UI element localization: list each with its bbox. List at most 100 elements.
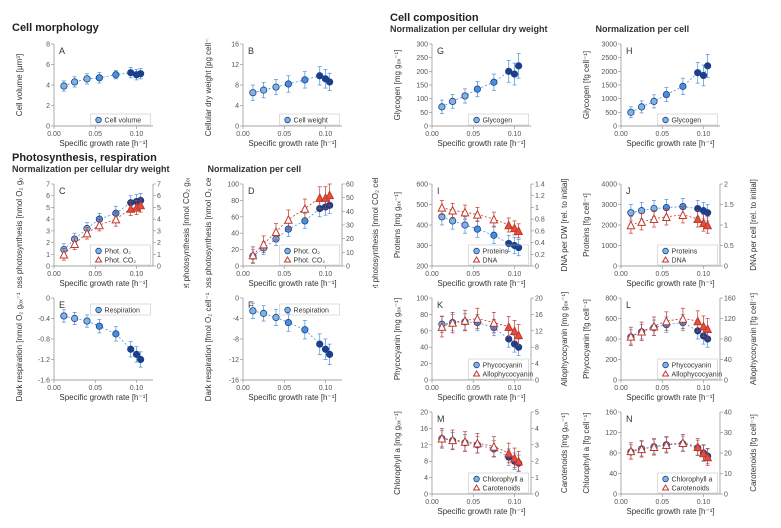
svg-text:0.6: 0.6	[535, 228, 545, 235]
svg-text:60: 60	[231, 214, 239, 221]
svg-text:Specific growth rate [h⁻¹]: Specific growth rate [h⁻¹]	[626, 507, 714, 516]
svg-text:0.00: 0.00	[236, 131, 250, 138]
svg-text:80: 80	[231, 198, 239, 205]
svg-text:Proteins [mg gₒₓ⁻¹]: Proteins [mg gₒₓ⁻¹]	[393, 192, 402, 258]
svg-text:7: 7	[157, 182, 161, 189]
svg-text:3: 3	[46, 228, 50, 235]
svg-text:0.00: 0.00	[47, 385, 61, 392]
svg-text:2: 2	[724, 182, 728, 189]
svg-text:0.4: 0.4	[535, 240, 545, 247]
svg-text:A: A	[59, 46, 65, 56]
subhead-photo-dw: Normalization per cellular dry weight	[12, 164, 170, 174]
svg-text:40: 40	[420, 345, 428, 352]
svg-text:4: 4	[535, 361, 539, 368]
svg-text:2: 2	[46, 240, 50, 247]
svg-text:0: 0	[535, 378, 539, 385]
svg-text:0: 0	[613, 492, 617, 499]
panel-I: 0.000.050.10Specific growth rate [h⁻¹]20…	[390, 178, 573, 288]
svg-text:20: 20	[724, 451, 732, 458]
svg-text:0.05: 0.05	[655, 499, 669, 506]
svg-text:0.10: 0.10	[697, 499, 711, 506]
svg-text:4: 4	[235, 103, 239, 110]
svg-text:0.00: 0.00	[425, 385, 439, 392]
svg-text:5: 5	[46, 205, 50, 212]
svg-text:1: 1	[157, 252, 161, 259]
svg-text:0.00: 0.00	[614, 131, 628, 138]
svg-text:Cell volume [μm³]: Cell volume [μm³]	[15, 54, 24, 116]
svg-text:Phot. CO₂: Phot. CO₂	[105, 258, 137, 265]
svg-text:1: 1	[535, 205, 539, 212]
svg-text:0.10: 0.10	[130, 385, 144, 392]
svg-text:12: 12	[420, 442, 428, 449]
svg-text:120: 120	[724, 316, 736, 323]
svg-text:200: 200	[605, 357, 617, 364]
svg-text:0.05: 0.05	[277, 131, 291, 138]
svg-text:40: 40	[346, 209, 354, 216]
svg-text:20: 20	[535, 296, 543, 303]
svg-text:0: 0	[424, 378, 428, 385]
svg-text:Phot. CO₂: Phot. CO₂	[294, 258, 326, 265]
svg-text:Specific growth rate [h⁻¹]: Specific growth rate [h⁻¹]	[626, 139, 714, 148]
svg-text:0: 0	[46, 296, 50, 303]
svg-text:2500: 2500	[601, 55, 617, 62]
svg-text:0: 0	[613, 378, 617, 385]
subhead-norm-cell: Normalization per cell	[596, 24, 690, 34]
svg-text:K: K	[437, 300, 443, 310]
svg-text:7: 7	[46, 182, 50, 189]
panel-D: 0.000.050.10Specific growth rate [h⁻¹]02…	[201, 178, 384, 288]
svg-text:30: 30	[724, 430, 732, 437]
svg-text:Phot. O₂: Phot. O₂	[105, 249, 132, 256]
svg-text:Carotenoids [mg gₒₓ⁻¹]: Carotenoids [mg gₒₓ⁻¹]	[560, 413, 569, 493]
svg-text:0: 0	[535, 492, 539, 499]
svg-text:2000: 2000	[601, 69, 617, 76]
svg-text:4: 4	[424, 475, 428, 482]
svg-text:-0.4: -0.4	[38, 316, 50, 323]
svg-text:Specific growth rate [h⁻¹]: Specific growth rate [h⁻¹]	[437, 279, 525, 288]
svg-text:-8: -8	[233, 337, 239, 344]
svg-text:N: N	[626, 414, 633, 424]
svg-text:0.05: 0.05	[466, 385, 480, 392]
svg-text:Phot. O₂: Phot. O₂	[294, 249, 321, 256]
svg-text:10: 10	[346, 250, 354, 257]
svg-text:Specific growth rate [h⁻¹]: Specific growth rate [h⁻¹]	[248, 139, 336, 148]
svg-text:100: 100	[416, 96, 428, 103]
svg-text:0: 0	[724, 492, 728, 499]
svg-text:2: 2	[535, 459, 539, 466]
svg-text:5: 5	[157, 205, 161, 212]
svg-text:4: 4	[46, 217, 50, 224]
svg-text:Phycocyanin [mg gₒₓ⁻¹]: Phycocyanin [mg gₒₓ⁻¹]	[393, 298, 402, 380]
svg-text:C: C	[59, 186, 66, 196]
svg-text:30: 30	[346, 223, 354, 230]
svg-text:80: 80	[420, 312, 428, 319]
svg-text:Glycogen [fg cell⁻¹]: Glycogen [fg cell⁻¹]	[582, 51, 591, 119]
svg-text:0: 0	[724, 264, 728, 271]
svg-text:Chlorophyll a [mg gₒₓ⁻¹]: Chlorophyll a [mg gₒₓ⁻¹]	[393, 411, 402, 495]
svg-text:12: 12	[535, 328, 543, 335]
svg-text:20: 20	[231, 247, 239, 254]
svg-text:DNA per cell [rel. to initial]: DNA per cell [rel. to initial]	[749, 179, 758, 271]
svg-text:40: 40	[724, 357, 732, 364]
svg-text:500: 500	[605, 110, 617, 117]
svg-text:160: 160	[724, 296, 736, 303]
svg-text:0.00: 0.00	[425, 499, 439, 506]
svg-text:400: 400	[416, 223, 428, 230]
svg-text:0: 0	[235, 264, 239, 271]
svg-text:0: 0	[613, 264, 617, 271]
svg-text:0.10: 0.10	[508, 385, 522, 392]
panel-B: 0.000.050.10Specific growth rate [h⁻¹]04…	[201, 38, 384, 148]
svg-text:E: E	[59, 300, 65, 310]
svg-text:Proteins: Proteins	[672, 249, 698, 256]
svg-text:0: 0	[46, 264, 50, 271]
svg-text:0: 0	[613, 124, 617, 131]
svg-text:200: 200	[416, 69, 428, 76]
svg-text:5: 5	[535, 410, 539, 417]
svg-text:0.05: 0.05	[88, 385, 102, 392]
svg-text:Phycocyanin: Phycocyanin	[483, 363, 523, 370]
svg-text:Dark respiration [fmol O₂ cell: Dark respiration [fmol O₂ cell⁻¹ h⁻¹]	[204, 292, 213, 401]
svg-text:250: 250	[416, 55, 428, 62]
svg-text:60: 60	[420, 328, 428, 335]
svg-text:Specific growth rate [h⁻¹]: Specific growth rate [h⁻¹]	[248, 393, 336, 402]
svg-text:1: 1	[535, 475, 539, 482]
svg-text:0.10: 0.10	[319, 131, 333, 138]
svg-text:0.05: 0.05	[466, 271, 480, 278]
